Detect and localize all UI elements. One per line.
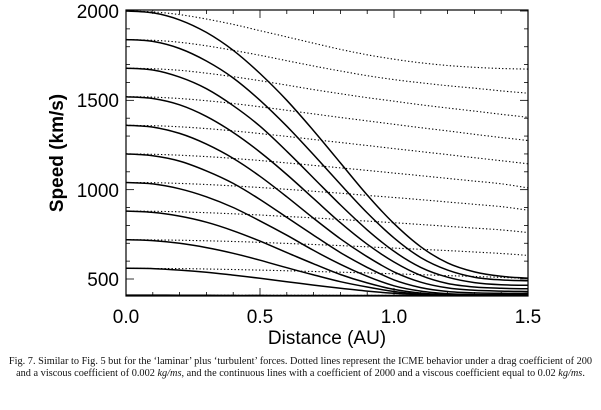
y-tick-labels: 500 1000 1500 2000 (77, 2, 119, 291)
caption-text: . (582, 368, 585, 380)
caption-unit: kg/ms (157, 368, 182, 380)
dotted-line (125, 67, 529, 118)
axis-ticks (125, 10, 529, 296)
solid-line (125, 10, 529, 279)
speed-distance-chart: 0.0 0.5 1.0 1.5 500 1000 1500 2000 Dista… (47, 2, 541, 349)
solid-line (125, 153, 529, 295)
x-tick-labels: 0.0 0.5 1.0 1.5 (113, 307, 541, 328)
figure-caption: Fig. 7. Similar to Fig. 5 but for the ‘l… (4, 356, 597, 381)
caption-text: Fig. 7. Similar to Fig. 5 but for the ‘l… (8, 356, 593, 380)
dotted-line (125, 181, 529, 211)
y-axis-title: Speed (km/s) (47, 94, 68, 212)
dotted-line (125, 10, 529, 70)
x-axis-title: Distance (AU) (268, 328, 386, 349)
solid-line (125, 124, 529, 293)
dotted-line (125, 39, 529, 94)
dotted-line (125, 239, 529, 256)
solid-line (125, 96, 529, 290)
solid-line (125, 67, 529, 287)
plot-lines (125, 10, 529, 297)
caption-unit: kg/ms (558, 368, 583, 380)
caption-text: , and the continuous lines with a coeffi… (181, 368, 559, 380)
y-tick-label: 1500 (77, 91, 119, 112)
solid-line (125, 210, 529, 297)
x-tick-label: 0.0 (113, 307, 139, 328)
y-tick-label: 1000 (77, 181, 119, 202)
solid-line (125, 38, 529, 282)
x-tick-label: 1.5 (515, 307, 541, 328)
dotted-line (125, 210, 529, 234)
dotted-line (125, 124, 529, 165)
plot-frame (125, 9, 529, 297)
x-tick-label: 0.5 (247, 307, 273, 328)
y-tick-label: 500 (87, 270, 119, 291)
dotted-line (125, 96, 529, 142)
solid-line (125, 181, 529, 296)
x-tick-label: 1.0 (381, 307, 407, 328)
y-tick-label: 2000 (77, 2, 119, 23)
dotted-line (125, 153, 529, 189)
dotted-line (125, 267, 529, 280)
